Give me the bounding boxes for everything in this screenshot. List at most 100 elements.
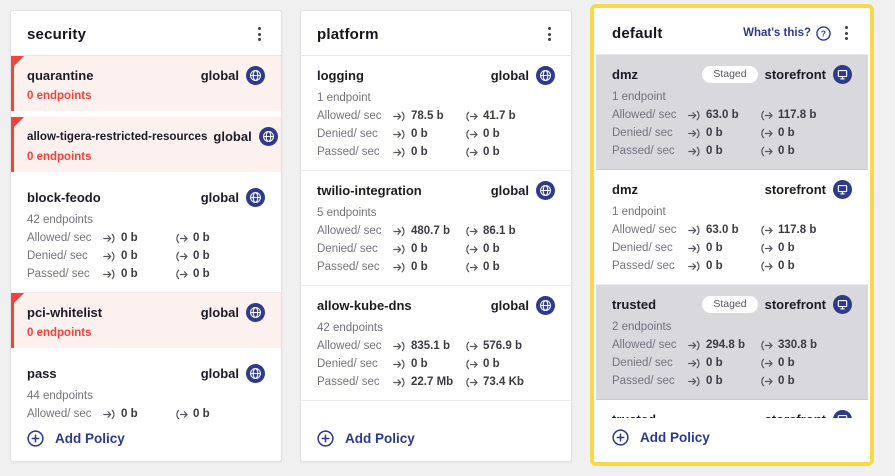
arrow-out-icon: [176, 251, 188, 261]
stat-label: Allowed/ sec: [612, 109, 677, 121]
policy-scope: global: [213, 129, 252, 144]
staged-badge: Staged: [702, 296, 758, 313]
stat-row: Passed/ sec 0 b 0 b: [317, 261, 555, 273]
storefront-icon: [833, 295, 852, 314]
arrow-out-icon: [761, 376, 773, 386]
stat-label: Passed/ sec: [612, 375, 675, 387]
policy-card[interactable]: pci-whitelist global 0 endpoints: [11, 293, 281, 348]
stat-label: Denied/ sec: [317, 243, 378, 255]
kebab-menu-icon[interactable]: [254, 25, 265, 43]
arrow-out-icon: [761, 146, 773, 156]
kebab-menu-icon[interactable]: [841, 24, 852, 42]
storefront-icon: [833, 65, 852, 84]
stat-row: Denied/ sec 0 b 0 b: [317, 358, 555, 370]
add-policy-button[interactable]: Add Policy: [596, 418, 868, 460]
arrow-out-icon: [761, 340, 773, 350]
stat-label: Passed/ sec: [317, 261, 380, 273]
endpoint-count: 42 endpoints: [27, 214, 93, 226]
arrow-in-icon: [393, 111, 405, 121]
policy-card[interactable]: logging global 1 endpoint Allowed/ sec 7…: [301, 56, 571, 171]
policy-name: trusted: [612, 297, 657, 312]
alert-corner-flag-icon: [11, 293, 24, 306]
global-icon: [536, 66, 555, 85]
policy-scope: storefront: [764, 182, 826, 197]
arrow-in-icon: [393, 359, 405, 369]
outbound-value: 0 b: [465, 261, 555, 273]
policy-card[interactable]: allow-tigera-restricted-resources global…: [11, 117, 281, 172]
stat-label: Denied/ sec: [27, 250, 88, 262]
policy-card[interactable]: trusted Staged storefront 2 endpoints Al…: [596, 285, 868, 400]
outbound-value: 86.1 b: [465, 225, 555, 237]
stat-row: Allowed/ sec 480.7 b 86.1 b: [317, 225, 555, 237]
card-list: quarantine global 0 endpoints allow-tige…: [11, 55, 281, 419]
stat-label: Allowed/ sec: [317, 225, 382, 237]
stat-row: Denied/ sec 0 b 0 b: [612, 357, 852, 369]
arrow-out-icon: [176, 409, 188, 419]
policy-card[interactable]: trusted storefront: [596, 400, 868, 418]
inbound-value: 0 b: [393, 261, 465, 273]
outbound-value: 117.8 b: [760, 109, 852, 121]
add-policy-button[interactable]: Add Policy: [11, 419, 281, 461]
policy-name: block-feodo: [27, 190, 101, 205]
add-policy-button[interactable]: Add Policy: [301, 419, 571, 461]
policy-board: security quarantine global 0 endpoints a: [10, 4, 874, 466]
arrow-out-icon: [466, 262, 478, 272]
policy-card[interactable]: allow-kube-dns global 42 endpoints Allow…: [301, 286, 571, 401]
question-circle-icon: ?: [816, 25, 831, 41]
arrow-out-icon: [466, 129, 478, 139]
outbound-value: 117.8 b: [760, 224, 852, 236]
outbound-value: 0 b: [760, 242, 852, 254]
stat-row: Passed/ sec 0 b 0 b: [612, 375, 852, 387]
staged-badge: Staged: [702, 66, 758, 83]
endpoint-count: 0 endpoints: [27, 151, 92, 163]
stat-row: Passed/ sec 22.7 Mb 73.4 Kb: [317, 376, 555, 388]
stat-row: Allowed/ sec 63.0 b 117.8 b: [612, 109, 852, 121]
arrow-in-icon: [393, 244, 405, 254]
inbound-value: 0 b: [103, 408, 175, 419]
column-header: security: [11, 11, 281, 55]
arrow-in-icon: [688, 376, 700, 386]
stat-row: Allowed/ sec 294.8 b 330.8 b: [612, 339, 852, 351]
policy-scope: global: [200, 305, 239, 320]
outbound-value: 0 b: [760, 375, 852, 387]
policy-scope: global: [490, 298, 529, 313]
stat-label: Allowed/ sec: [612, 339, 677, 351]
inbound-value: 835.1 b: [393, 340, 465, 352]
outbound-value: 0 b: [760, 127, 852, 139]
global-icon: [258, 127, 278, 146]
policy-name: dmz: [612, 182, 638, 197]
inbound-value: 0 b: [103, 232, 175, 244]
outbound-value: 0 b: [760, 260, 852, 272]
plus-circle-icon: [612, 429, 629, 446]
endpoint-count: 1 endpoint: [612, 91, 666, 103]
outbound-value: 0 b: [465, 146, 555, 158]
stat-label: Passed/ sec: [317, 146, 380, 158]
policy-card[interactable]: dmz storefront 1 endpoint Allowed/ sec 6…: [596, 170, 868, 285]
policy-card[interactable]: twilio-integration global 5 endpoints Al…: [301, 171, 571, 286]
policy-name: pass: [27, 366, 57, 381]
arrow-in-icon: [103, 269, 115, 279]
inbound-value: 294.8 b: [688, 339, 760, 351]
policy-name: twilio-integration: [317, 183, 422, 198]
inbound-value: 480.7 b: [393, 225, 465, 237]
endpoint-count: 1 endpoint: [317, 92, 371, 104]
column-title: platform: [317, 25, 379, 43]
stat-label: Passed/ sec: [612, 145, 675, 157]
kebab-menu-icon[interactable]: [544, 25, 555, 43]
policy-card[interactable]: block-feodo global 42 endpoints Allowed/…: [11, 178, 281, 293]
outbound-value: 0 b: [760, 357, 852, 369]
outbound-value: 576.9 b: [465, 340, 555, 352]
arrow-in-icon: [393, 147, 405, 157]
global-icon: [246, 188, 265, 207]
policy-name: logging: [317, 68, 364, 83]
policy-card[interactable]: dmz Staged storefront 1 endpoint Allowed…: [596, 55, 868, 170]
arrow-in-icon: [688, 146, 700, 156]
policy-card[interactable]: quarantine global 0 endpoints: [11, 56, 281, 111]
stat-row: Passed/ sec 0 b 0 b: [612, 145, 852, 157]
whats-this-link[interactable]: What's this? ?: [743, 25, 831, 41]
outbound-value: 73.4 Kb: [465, 376, 555, 388]
policy-card[interactable]: pass global 44 endpoints Allowed/ sec 0 …: [11, 354, 281, 419]
stat-row: Denied/ sec 0 b 0 b: [317, 243, 555, 255]
policy-column-default: default What's this? ? dmz Staged: [596, 10, 868, 460]
outbound-value: 0 b: [175, 268, 265, 280]
